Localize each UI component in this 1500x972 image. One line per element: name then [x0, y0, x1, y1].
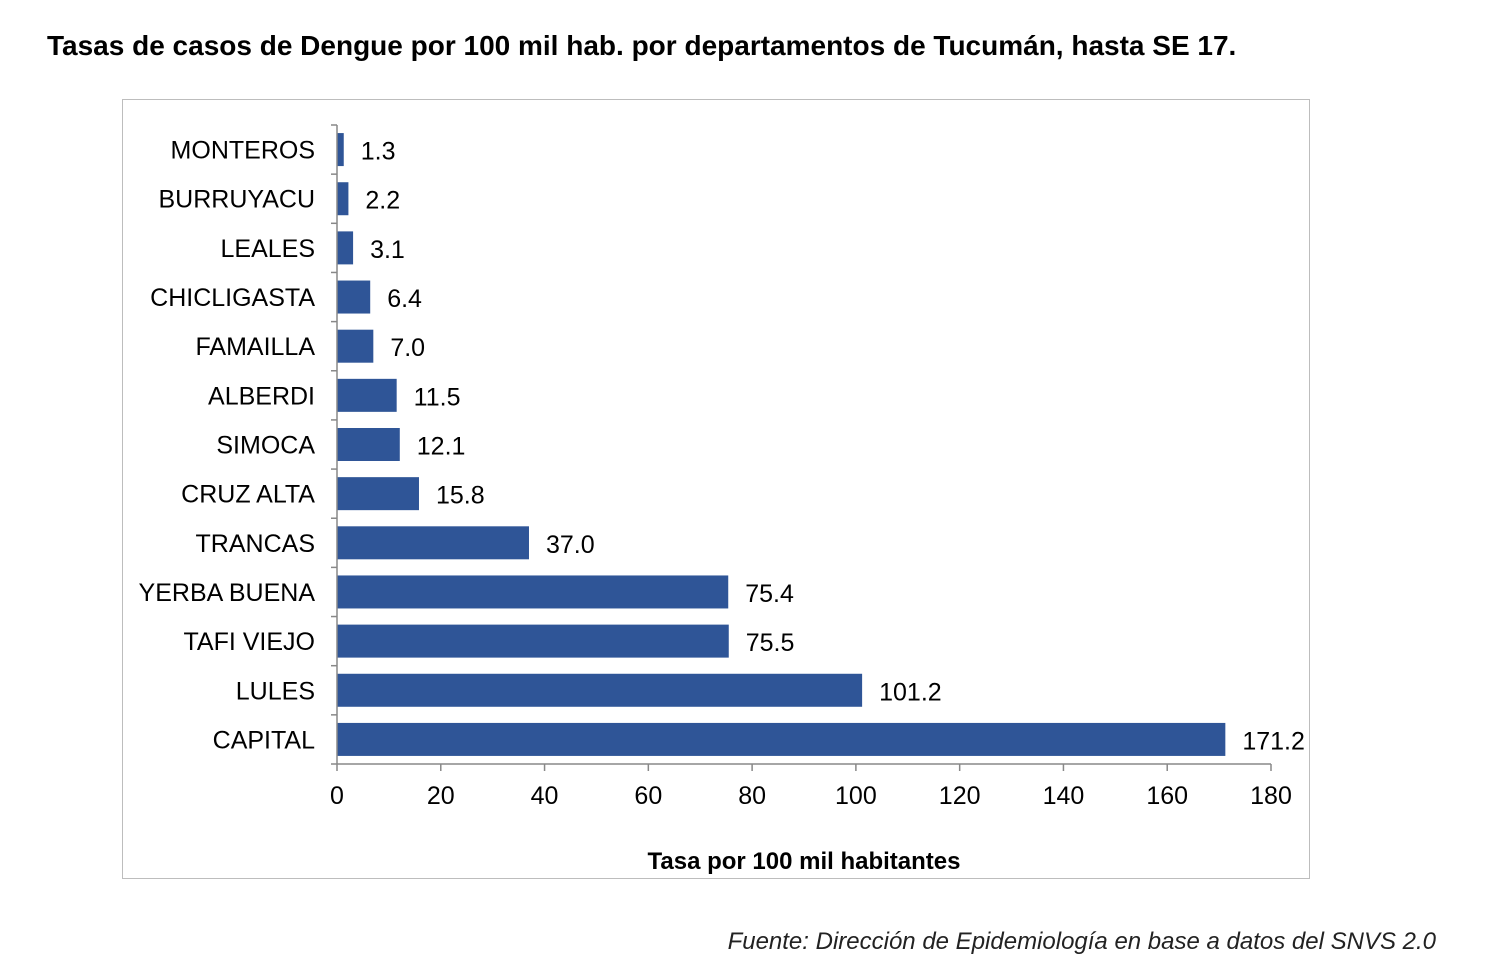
x-tick-label: 60	[634, 782, 662, 810]
category-label: LULES	[236, 677, 315, 705]
x-tick-label: 160	[1146, 782, 1188, 810]
category-label: TAFI VIEJO	[184, 628, 316, 656]
category-label: CRUZ ALTA	[181, 481, 315, 509]
bar	[337, 428, 400, 461]
data-label: 171.2	[1242, 727, 1305, 755]
category-label: YERBA BUENA	[139, 579, 316, 607]
bar	[337, 231, 354, 265]
bar	[337, 575, 729, 609]
data-label: 75.4	[745, 580, 794, 608]
bar	[337, 526, 529, 560]
bar	[337, 378, 397, 412]
chart-frame	[122, 99, 1310, 879]
data-label: 37.0	[546, 531, 595, 559]
bar	[337, 673, 863, 707]
data-label: 101.2	[879, 678, 942, 706]
data-label: 15.8	[436, 482, 485, 510]
bar	[337, 133, 344, 167]
data-label: 7.0	[390, 334, 425, 362]
data-label: 1.3	[361, 138, 396, 166]
x-tick-label: 0	[330, 782, 344, 810]
data-label: 12.1	[417, 433, 466, 461]
category-label: LEALES	[220, 235, 315, 263]
data-label: 2.2	[365, 187, 400, 215]
x-tick-label: 80	[738, 782, 766, 810]
category-label: SIMOCA	[216, 432, 315, 460]
category-label: BURRUYACU	[159, 186, 316, 214]
bar	[337, 477, 419, 511]
bar	[337, 182, 349, 216]
source-note: Fuente: Dirección de Epidemiología en ba…	[727, 928, 1436, 955]
x-tick-label: 100	[835, 782, 877, 810]
bar	[337, 329, 374, 363]
category-label: CHICLIGASTA	[150, 284, 315, 312]
x-tick-label: 180	[1250, 782, 1292, 810]
x-tick-label: 40	[531, 782, 559, 810]
category-label: TRANCAS	[196, 530, 315, 558]
bar	[337, 722, 1226, 756]
category-label: FAMAILLA	[196, 333, 316, 361]
x-tick-label: 140	[1043, 782, 1085, 810]
data-label: 6.4	[387, 285, 422, 313]
bar	[337, 280, 371, 314]
chart-title: Tasas de casos de Dengue por 100 mil hab…	[47, 30, 1237, 61]
category-label: ALBERDI	[208, 382, 315, 410]
data-label: 3.1	[370, 236, 405, 264]
data-label: 75.5	[746, 629, 795, 657]
category-label: MONTEROS	[171, 137, 315, 165]
bar	[337, 624, 729, 658]
x-axis-label: Tasa por 100 mil habitantes	[647, 848, 961, 875]
x-tick-label: 20	[427, 782, 455, 810]
category-label: CAPITAL	[213, 726, 315, 754]
x-tick-label: 120	[939, 782, 981, 810]
data-label: 11.5	[414, 383, 461, 411]
